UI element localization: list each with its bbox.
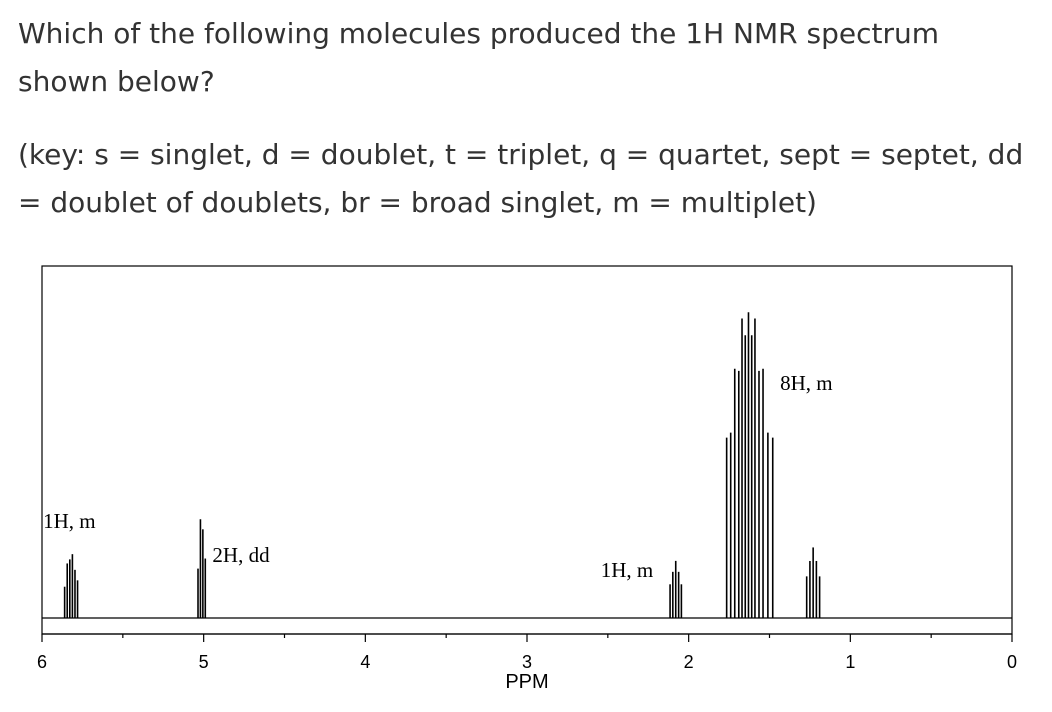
peak-group [805, 547, 821, 618]
plot-frame [41, 265, 1013, 635]
spectrum-marks: 1H, m 2H, dd 1H, m 8H, m [42, 312, 1012, 619]
multiplicity-key: (key: s = singlet, d = doublet, t = trip… [18, 138, 1024, 219]
peak-label: 1H, m [43, 509, 96, 533]
x-tick-label: 6 [37, 652, 47, 672]
x-tick-label: 1 [845, 652, 855, 672]
peak-group: 8H, m [725, 312, 833, 618]
peak-label: 1H, m [601, 558, 654, 582]
x-axis-title: PPM [505, 671, 548, 693]
peak-label: 2H, dd [212, 543, 270, 567]
question-prompt: Which of the following molecules produce… [18, 17, 940, 98]
peak-group: 2H, dd [197, 519, 270, 618]
x-tick-label: 5 [199, 652, 209, 672]
peak-group: 1H, m [43, 509, 96, 618]
peak-label: 8H, m [780, 371, 833, 395]
x-tick-label: 0 [1007, 652, 1017, 672]
peak-group: 1H, m [601, 558, 683, 618]
x-tick-label: 2 [684, 652, 694, 672]
ppm-axis: 6 5 4 3 2 1 0 [37, 633, 1017, 672]
x-tick-label: 3 [522, 652, 532, 672]
x-tick-label: 4 [360, 652, 370, 672]
